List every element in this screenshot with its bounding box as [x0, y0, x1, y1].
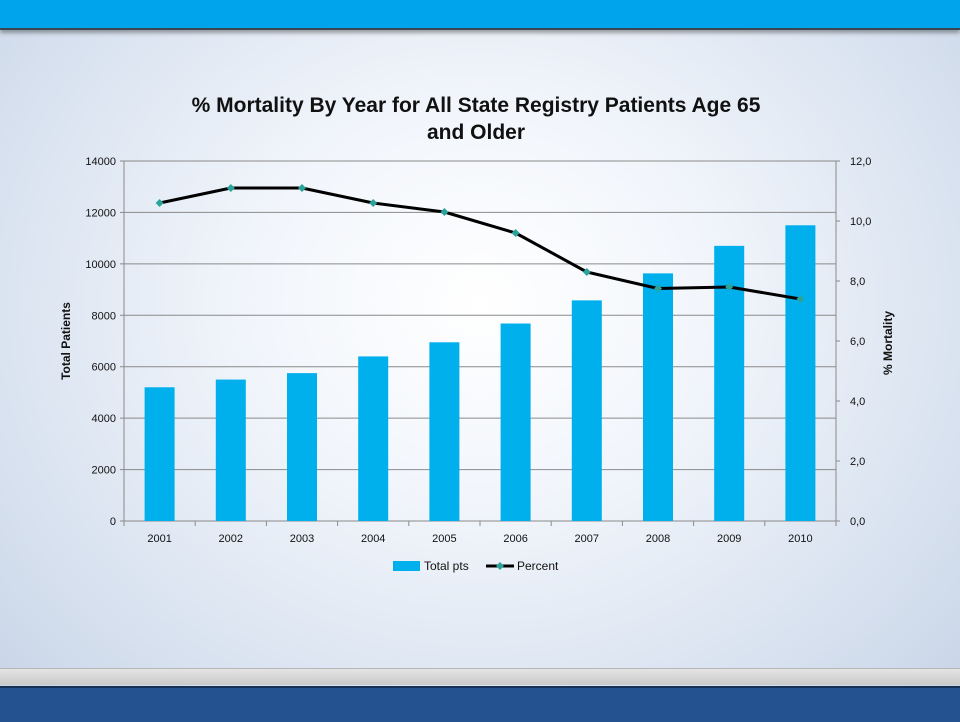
legend-label-total-pts: Total pts	[424, 559, 469, 573]
y2-tick-label: 12,0	[850, 156, 871, 168]
bar-2002	[215, 379, 246, 521]
percent-marker-2010	[796, 295, 805, 303]
chart-title-line-2: and Older	[426, 121, 526, 144]
x-tick-label: 2003	[290, 533, 314, 545]
x-tick-label: 2002	[219, 533, 243, 545]
bar-2001	[144, 387, 175, 521]
bottom-stripe	[0, 668, 960, 685]
y-tick-label: 4000	[92, 413, 116, 425]
x-tick-label: 2007	[575, 533, 599, 545]
y-tick-label: 6000	[92, 362, 116, 374]
y-tick-label: 8000	[92, 310, 116, 322]
bar-2004	[358, 356, 389, 521]
y2-tick-label: 8,0	[850, 276, 865, 288]
percent-marker-2004	[369, 199, 378, 207]
percent-line	[159, 186, 801, 301]
percent-marker-2008	[654, 284, 662, 293]
x-tick-label: 2009	[717, 533, 741, 545]
x-tick-label: 2004	[361, 533, 385, 545]
y2-tick-label: 10,0	[850, 216, 871, 228]
y2-tick-label: 2,0	[850, 456, 865, 468]
bottom-banner	[0, 686, 960, 722]
x-tick-label: 2010	[788, 533, 812, 545]
y2-tick-label: 4,0	[850, 396, 865, 408]
percent-marker-2009	[725, 283, 734, 291]
chart-title-line-1: % Mortality By Year for All State Regist…	[191, 94, 761, 117]
bar-2007	[571, 300, 602, 521]
percent-marker-2007	[582, 268, 591, 276]
y-tick-label: 0	[110, 516, 116, 528]
percent-marker-2003	[298, 184, 306, 192]
y-axis-title: Total Patients	[59, 302, 73, 380]
bar-2010	[785, 225, 816, 522]
y2-tick-label: 6,0	[850, 336, 865, 348]
legend-swatch-percent-marker	[496, 562, 504, 570]
top-banner	[0, 0, 960, 30]
percent-marker-2006	[511, 229, 520, 237]
percent-marker-2002	[226, 184, 235, 192]
bar-2006	[500, 323, 531, 521]
bar-2009	[714, 245, 745, 521]
x-tick-label: 2005	[432, 533, 456, 545]
y2-tick-label: 0,0	[850, 516, 865, 528]
y-tick-label: 2000	[92, 465, 116, 477]
y2-axis-title: % Mortality	[881, 311, 895, 375]
bar-2005	[429, 342, 460, 521]
x-tick-label: 2008	[646, 533, 670, 545]
legend-label-percent: Percent	[517, 559, 559, 573]
bar-2008	[643, 273, 673, 521]
x-tick-label: 2001	[147, 533, 171, 545]
legend-swatch-total-pts	[393, 561, 420, 571]
percent-marker-2001	[155, 199, 164, 207]
x-tick-label: 2006	[503, 533, 527, 545]
chart-title: % Mortality By Year for All State Regist…	[120, 92, 832, 146]
y-tick-label: 12000	[85, 207, 116, 219]
y-tick-label: 10000	[85, 259, 116, 271]
percent-marker-2005	[440, 208, 449, 216]
bar-2003	[287, 373, 317, 521]
y-tick-label: 14000	[85, 156, 116, 168]
